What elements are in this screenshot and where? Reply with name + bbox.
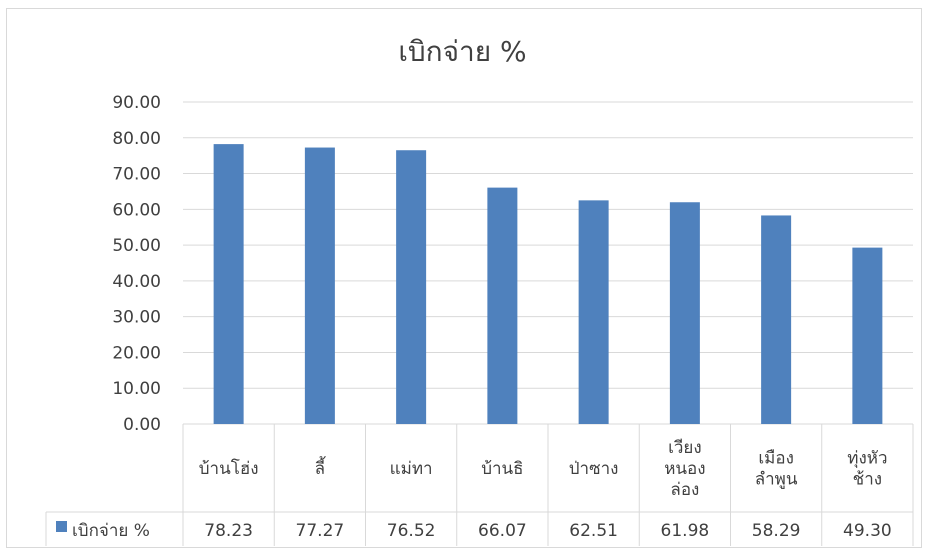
category-label: เมือง (758, 449, 794, 469)
legend-label: เบิกจ่าย % (72, 521, 150, 541)
y-tick-label: 40.00 (112, 272, 161, 292)
bar (578, 200, 609, 424)
data-table-value: 78.23 (204, 521, 253, 541)
category-label: ทุ่งหัว (847, 449, 887, 469)
category-label: ช้าง (853, 470, 882, 490)
category-label: หนอง (664, 459, 705, 479)
category-label: บ้านโฮ่ง (199, 458, 259, 479)
y-tick-label: 90.00 (112, 93, 161, 113)
data-table-value: 61.98 (661, 521, 710, 541)
data-table-value: 62.51 (569, 521, 618, 541)
legend-key (56, 521, 67, 532)
bar (396, 150, 427, 424)
category-label: ป่าซาง (569, 459, 619, 479)
data-table-value: 66.07 (478, 521, 527, 541)
y-tick-label: 0.00 (123, 415, 161, 435)
y-tick-label: 70.00 (112, 165, 161, 185)
y-tick-label: 80.00 (112, 129, 161, 149)
category-label: ล่อง (670, 480, 699, 500)
bar (669, 202, 700, 424)
data-table-value: 77.27 (296, 521, 345, 541)
category-label: เวียง (668, 438, 702, 458)
data-table-value: 49.30 (843, 521, 892, 541)
y-tick-label: 10.00 (112, 379, 161, 399)
category-label: ลำพูน (755, 470, 798, 490)
bar (761, 215, 792, 424)
y-tick-label: 60.00 (112, 200, 161, 220)
category-label: แม่ทา (390, 459, 433, 479)
y-tick-label: 30.00 (112, 308, 161, 328)
category-label: ลี้ (315, 456, 327, 479)
data-table-value: 58.29 (752, 521, 801, 541)
chart-title: เบิกจ่าย % (398, 35, 527, 68)
data-table-value: 76.52 (387, 521, 436, 541)
bar (213, 144, 244, 424)
y-tick-label: 20.00 (112, 343, 161, 363)
bar (304, 147, 335, 424)
bar (487, 187, 518, 424)
bar (852, 247, 883, 424)
y-tick-label: 50.00 (112, 236, 161, 256)
category-label: บ้านธิ (481, 459, 523, 479)
